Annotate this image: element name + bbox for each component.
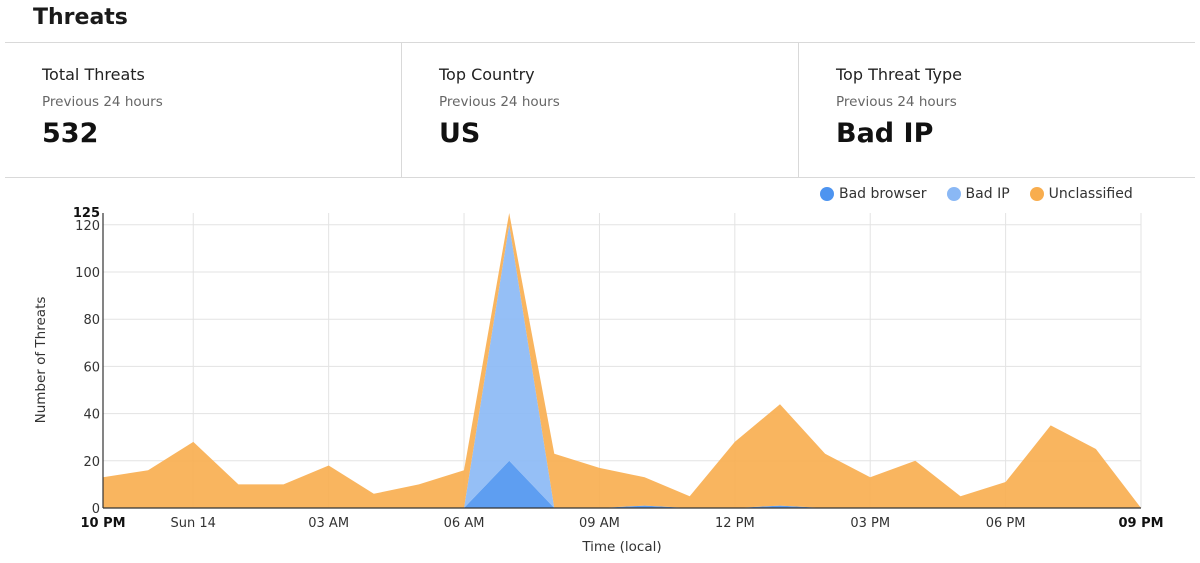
header-divider <box>5 42 1195 43</box>
stat-subtitle: Previous 24 hours <box>836 94 957 110</box>
x-tick-label: Sun 14 <box>171 516 216 531</box>
stat-label: Top Threat Type <box>836 65 962 84</box>
legend-dot-icon <box>1029 187 1044 201</box>
x-tick-label: 06 PM <box>986 516 1026 531</box>
stat-value: US <box>439 118 481 149</box>
y-tick-label: 120 <box>75 219 100 234</box>
page-title: Threats <box>33 5 128 30</box>
legend-dot-icon <box>820 187 834 201</box>
x-tick-label: 09 AM <box>579 516 620 531</box>
stat-label: Top Country <box>439 65 535 84</box>
y-axis-title: Number of Threats <box>33 297 49 424</box>
stat-total-threats: Total Threats Previous 24 hours 532 <box>5 42 402 177</box>
legend-item-unclassified[interactable]: Unclassified <box>1029 186 1133 202</box>
stat-top-country: Top Country Previous 24 hours US <box>402 42 799 177</box>
y-tick-label: 125 <box>73 206 100 221</box>
x-tick-label: 09 PM <box>1118 516 1163 531</box>
legend-item-bad-browser[interactable]: Bad browser <box>820 186 927 202</box>
y-tick-label: 0 <box>92 502 100 517</box>
y-tick-label: 40 <box>83 408 100 423</box>
legend-label: Unclassified <box>1048 186 1133 202</box>
stats-row: Total Threats Previous 24 hours 532 Top … <box>5 42 1195 178</box>
legend-item-bad-ip[interactable]: Bad IP <box>946 186 1010 202</box>
x-tick-label: 03 PM <box>850 516 890 531</box>
x-tick-label: 03 AM <box>308 516 349 531</box>
stat-top-threat-type: Top Threat Type Previous 24 hours Bad IP <box>799 42 1195 177</box>
area-unclassified <box>103 213 1141 508</box>
stat-subtitle: Previous 24 hours <box>42 94 163 110</box>
x-tick-label: 10 PM <box>80 516 125 531</box>
y-tick-label: 100 <box>75 266 100 281</box>
x-tick-label: 12 PM <box>715 516 755 531</box>
stat-value: Bad IP <box>836 118 934 149</box>
chart-legend: Bad browser Bad IP Unclassified <box>820 186 1133 202</box>
x-axis-title: Time (local) <box>581 539 661 555</box>
legend-label: Bad IP <box>965 186 1010 202</box>
x-tick-label: 06 AM <box>444 516 485 531</box>
y-tick-label: 20 <box>83 455 100 470</box>
stat-value: 532 <box>42 118 99 149</box>
y-tick-label: 60 <box>83 360 100 375</box>
legend-dot-icon <box>946 187 961 201</box>
y-tick-label: 80 <box>83 313 100 328</box>
stat-label: Total Threats <box>42 65 145 84</box>
stat-subtitle: Previous 24 hours <box>439 94 560 110</box>
legend-label: Bad browser <box>839 186 927 202</box>
